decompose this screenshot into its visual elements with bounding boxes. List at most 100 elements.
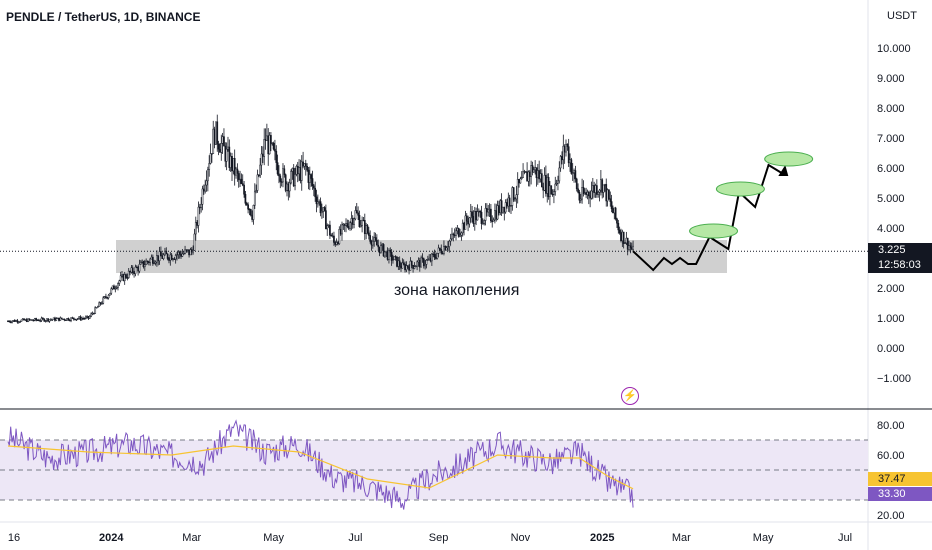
candle-body <box>109 292 111 296</box>
candle-body <box>11 320 13 323</box>
candle-body <box>579 198 582 201</box>
candle-body <box>402 262 405 265</box>
candle-body <box>413 266 416 269</box>
candle-body <box>95 307 98 309</box>
candle-body <box>312 185 315 189</box>
candle-body <box>46 318 48 321</box>
candle-body <box>539 173 542 180</box>
candle-body <box>137 267 139 272</box>
candle-body <box>271 142 274 145</box>
candle-body <box>441 252 444 255</box>
candle-body <box>184 249 186 254</box>
candle-body <box>422 258 425 267</box>
candle-body <box>334 242 337 245</box>
candle-body <box>251 214 253 220</box>
candle-body <box>418 260 421 268</box>
candle-body <box>425 260 428 265</box>
candle-body <box>519 178 522 184</box>
candle-body <box>535 167 538 179</box>
time-tick-label: Mar <box>182 532 201 544</box>
candle-body <box>99 302 102 305</box>
candle-body <box>518 179 520 184</box>
candle-body <box>612 208 614 214</box>
candle-body <box>152 256 154 264</box>
target-ellipse <box>715 181 765 197</box>
candle-body <box>229 156 232 168</box>
candle-body <box>582 187 585 194</box>
candle-body <box>410 260 413 266</box>
candle-body <box>547 176 550 198</box>
candle-body <box>256 174 259 191</box>
candle-body <box>481 223 484 225</box>
candle-body <box>561 156 563 161</box>
candle-body <box>472 216 475 224</box>
candle-body <box>471 211 473 217</box>
candle-body <box>304 163 307 167</box>
candle-body <box>160 251 162 257</box>
candle-body <box>461 222 464 234</box>
candle-body <box>125 274 127 278</box>
candle-body <box>101 302 103 305</box>
candle-body <box>439 247 441 250</box>
candle-body <box>194 222 197 235</box>
candle-body <box>341 224 343 235</box>
rsi-ma-line <box>7 445 634 490</box>
target-ellipse <box>764 151 814 167</box>
candle-body <box>526 171 528 182</box>
candle-body <box>113 285 115 290</box>
lightning-icon[interactable]: ⚡ <box>621 387 639 405</box>
candle-body <box>158 251 161 262</box>
candle-body <box>186 249 189 251</box>
currency-label: USDT <box>887 10 917 22</box>
candle-body <box>84 316 87 319</box>
candle-body <box>373 237 376 242</box>
candle-body <box>237 173 240 180</box>
time-tick-label: 2025 <box>590 532 614 544</box>
candle-body <box>121 274 123 277</box>
candle-body <box>138 264 141 272</box>
price-tick-label: 9.000 <box>877 73 905 85</box>
candle-body <box>530 165 532 177</box>
candle-body <box>33 318 36 321</box>
candle-body <box>492 219 495 222</box>
candle-body <box>409 260 412 271</box>
candle-body <box>173 258 176 260</box>
candle-body <box>583 192 586 194</box>
candle-body <box>343 223 346 226</box>
candle-body <box>284 174 287 191</box>
candle-body <box>103 296 106 299</box>
candle-body <box>227 146 229 150</box>
candle-body <box>92 313 95 315</box>
candle-body <box>131 267 134 273</box>
candle-body <box>345 223 347 226</box>
candle-body <box>366 225 369 234</box>
candle-body <box>36 319 39 322</box>
candle-body <box>231 156 233 172</box>
candle-body <box>512 187 515 201</box>
candle-body <box>365 225 367 234</box>
candle-body <box>180 254 182 257</box>
candle-body <box>392 259 394 261</box>
candle-body <box>189 249 192 256</box>
candle-body <box>593 185 596 193</box>
candle-body <box>608 189 610 199</box>
candle-body <box>292 168 295 187</box>
candle-body <box>59 317 62 321</box>
candle-body <box>567 146 570 164</box>
candle-body <box>70 317 72 321</box>
candle-body <box>401 262 404 269</box>
candle-body <box>327 224 330 227</box>
candle-body <box>431 253 433 262</box>
candle-body <box>294 174 296 187</box>
candle-body <box>24 319 27 321</box>
candle-body <box>435 256 437 259</box>
candle-body <box>322 207 325 212</box>
candle-body <box>436 253 439 259</box>
candle-body <box>20 319 23 322</box>
candle-body <box>600 179 602 191</box>
candle-body <box>114 288 117 290</box>
candle-body <box>224 145 227 162</box>
price-tick-label: 10.000 <box>877 43 911 55</box>
candle-body <box>355 210 358 214</box>
